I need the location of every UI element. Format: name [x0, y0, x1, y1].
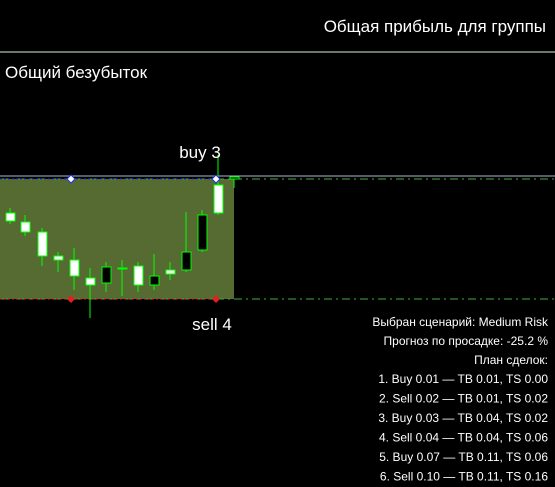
- plan-title: План сделок:: [474, 353, 548, 367]
- sell-label: sell 4: [192, 315, 232, 334]
- plan-item: 2. Sell 0.02 — TB 0.01, TS 0.02: [379, 392, 548, 406]
- buy-marker: [211, 174, 221, 184]
- plan-item: 1. Buy 0.01 — TB 0.01, TS 0.00: [378, 372, 548, 386]
- plan-item: 3. Buy 0.03 — TB 0.04, TS 0.02: [378, 411, 548, 425]
- group-profit-title: Общая прибыль для группы: [324, 17, 546, 36]
- plan-item: 6. Sell 0.10 — TB 0.11, TS 0.16: [380, 470, 548, 484]
- plan-list: 1. Buy 0.01 — TB 0.01, TS 0.00 2. Sell 0.…: [378, 372, 548, 484]
- plan-item: 5. Buy 0.07 — TB 0.11, TS 0.06: [379, 450, 548, 464]
- breakeven-label: Общий безубыток: [5, 63, 148, 82]
- buy-marker: [66, 174, 76, 184]
- scenario: Выбран сценарий: Medium Risk: [372, 315, 549, 329]
- drawdown-forecast: Прогноз по просадке: -25.2 %: [384, 334, 549, 348]
- sell-marker: [212, 295, 220, 303]
- plan-item: 4. Sell 0.04 — TB 0.04, TS 0.06: [379, 431, 548, 445]
- buy-label: buy 3: [179, 143, 221, 162]
- sell-marker: [67, 295, 75, 303]
- candles: [5, 155, 240, 318]
